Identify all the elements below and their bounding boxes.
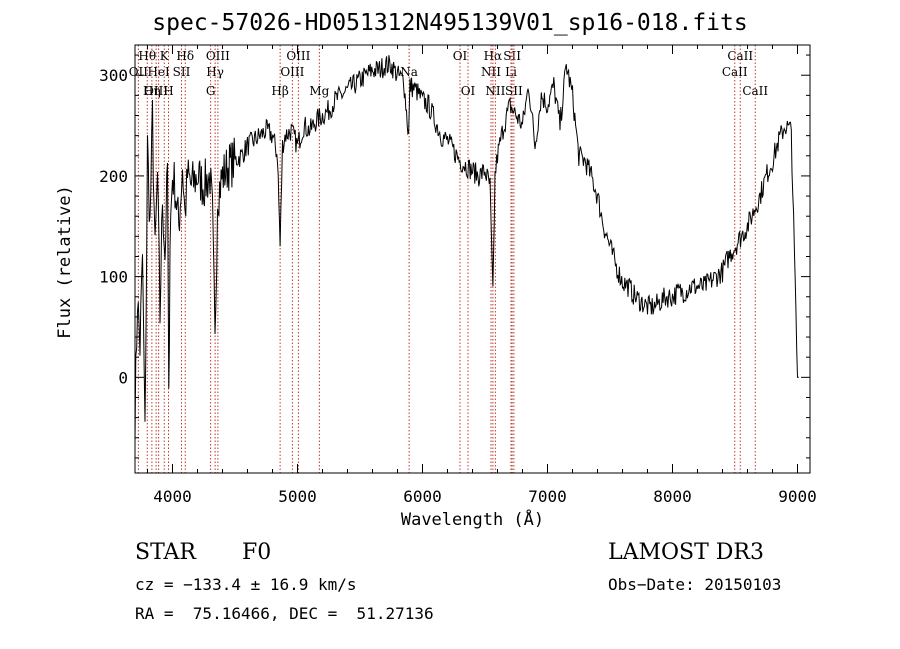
marker-label-2: OIII <box>144 84 168 98</box>
survey-name: LAMOST DR3 <box>608 540 764 565</box>
marker-label-4: HeI <box>147 65 170 79</box>
x-tick-label: 6000 <box>403 487 442 506</box>
marker-label-19: Hα <box>484 49 503 63</box>
chart-title: spec-57026-HD051312N495139V01_sp16-018.f… <box>152 10 748 36</box>
y-tick-label: 0 <box>118 368 128 387</box>
y-tick-label: 100 <box>99 268 128 287</box>
marker-label-23: Li <box>505 65 517 79</box>
axis-ticks <box>135 45 810 473</box>
x-tick-label: 5000 <box>278 487 317 506</box>
object-class: STAR <box>135 540 196 565</box>
marker-label-7: H <box>163 84 173 98</box>
marker-label-16: Na <box>400 65 418 79</box>
y-tick-label: 200 <box>99 167 128 186</box>
tick-labels: 4000 5000 6000 7000 8000 9000 0 100 200 300 <box>99 66 817 506</box>
marker-label-13: OIII <box>280 65 304 79</box>
coordinates-text: RA = 75.16466, DEC = 51.27136 <box>135 604 434 623</box>
marker-label-0: Hθ <box>138 49 156 63</box>
x-tick-label: 9000 <box>778 487 817 506</box>
y-tick-label: 300 <box>99 66 128 85</box>
marker-label-9: OIII <box>206 49 230 63</box>
plot-frame <box>134 44 811 474</box>
marker-label-20: NII <box>481 65 501 79</box>
marker-label-18: OI <box>461 84 476 98</box>
marker-label-24: SII <box>505 84 523 98</box>
marker-label-12: OIII <box>286 49 310 63</box>
obs-date-text: Obs−Date: 20150103 <box>608 575 782 594</box>
marker-label-5: Hη <box>143 84 161 98</box>
redshift-text: cz = −133.4 ± 16.9 km/s <box>135 575 357 594</box>
x-axis-label: Wavelength (Å) <box>400 510 545 530</box>
marker-label-21: NII <box>485 84 505 98</box>
marker-label-22: SII <box>503 49 521 63</box>
marker-label-27: CaII <box>742 84 768 98</box>
marker-label-17: OI <box>453 49 468 63</box>
flux-line <box>134 55 799 443</box>
marker-label-10: Hγ <box>206 65 224 79</box>
marker-label-26: CaII <box>722 65 748 79</box>
marker-label-1: OII <box>129 65 149 79</box>
spectrum-series <box>134 55 799 443</box>
x-tick-label: 7000 <box>528 487 567 506</box>
marker-label-25: CaII <box>727 49 753 63</box>
marker-label-6: SII <box>173 65 191 79</box>
marker-label-14: Hβ <box>271 84 288 98</box>
marker-label-8: Hδ <box>176 49 194 63</box>
marker-label-15: Mg <box>309 84 329 98</box>
object-subclass: F0 <box>242 540 272 565</box>
x-tick-label: 8000 <box>653 487 692 506</box>
marker-label-11: G <box>206 84 216 98</box>
x-tick-label: 4000 <box>153 487 192 506</box>
marker-label-3: K <box>160 49 170 63</box>
y-axis-label: Flux (relative) <box>55 185 75 339</box>
